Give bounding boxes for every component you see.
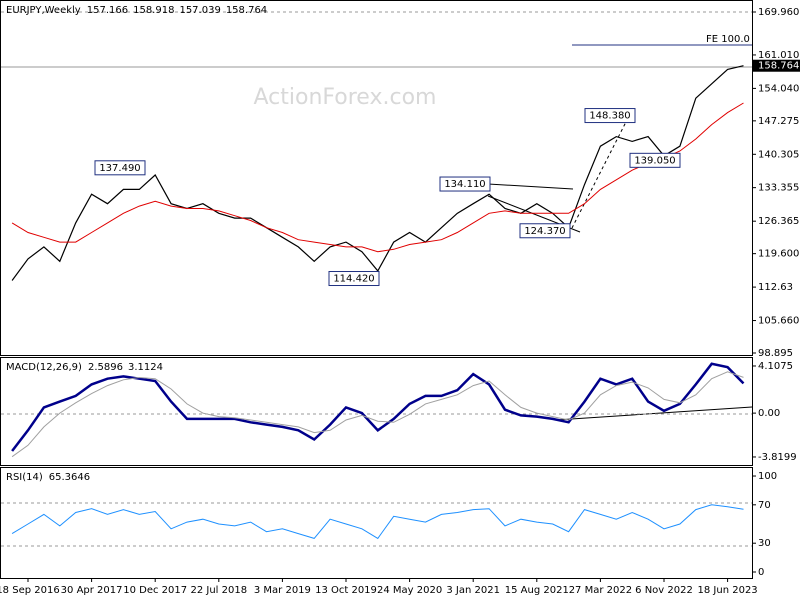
x-tick-label: 27 Mar 2022 <box>569 585 632 596</box>
panel-title: EURJPY,Weekly <box>6 5 81 16</box>
y-tick-label: 161.010 <box>758 50 799 61</box>
annotation-label: 134.110 <box>444 179 485 190</box>
readout-value: 3.1124 <box>128 362 163 373</box>
annotation-box <box>439 176 491 192</box>
x-tick-label: 18 Jun 2023 <box>698 585 758 596</box>
panel-title: RSI(14) <box>6 472 43 483</box>
trend-line <box>487 183 574 190</box>
macd-trend-line <box>555 406 753 421</box>
annotation-box <box>519 223 571 239</box>
series-line <box>11 65 744 281</box>
annotation-label: 124.370 <box>524 226 565 237</box>
x-tick-label: 22 Jul 2018 <box>190 585 247 596</box>
x-tick-label: 24 May 2020 <box>377 585 442 596</box>
y-tick-label: 105.660 <box>758 316 799 327</box>
price-panel <box>0 0 753 356</box>
annotation-label: 148.380 <box>589 111 630 122</box>
watermark: ActionForex.com <box>254 85 437 110</box>
x-tick-label: 3 Jan 2021 <box>446 585 500 596</box>
readout-value: 157.166 <box>87 5 128 16</box>
annotation-label: 139.050 <box>634 155 675 166</box>
annotation-box <box>328 271 380 287</box>
projection-line <box>571 117 629 229</box>
y-tick-label: 119.600 <box>758 249 799 260</box>
readout-value: 157.039 <box>179 5 220 16</box>
last-price-box <box>753 59 800 72</box>
y-tick-label: -3.8199 <box>758 452 797 463</box>
annotation-label: 114.420 <box>333 274 374 285</box>
y-tick-label: 0 <box>758 567 764 578</box>
x-tick-label: 10 Dec 2017 <box>123 585 187 596</box>
x-tick-label: 15 Aug 2021 <box>505 585 569 596</box>
annotation-label: 137.490 <box>99 163 140 174</box>
y-tick-label: 30 <box>758 538 771 549</box>
y-tick-label: 133.355 <box>758 183 799 194</box>
fe-label: FE 100.0 <box>706 34 750 45</box>
plot-layer: 169.960 161.010 154.040 147.275 140.305 133.3… <box>0 5 800 596</box>
y-tick-label: 100 <box>758 471 777 482</box>
x-tick-label: 13 Oct 2019 <box>315 585 377 596</box>
readout-value: 158.764 <box>226 5 267 16</box>
readout-value: 158.918 <box>133 5 174 16</box>
y-tick-label: 126.365 <box>758 216 799 227</box>
readout-value: 65.3646 <box>49 472 90 483</box>
series-line <box>11 102 744 253</box>
x-tick-label: 30 Apr 2017 <box>61 585 123 596</box>
annotation-box <box>629 152 681 168</box>
y-tick-label: 112.63 <box>758 282 793 293</box>
series-line <box>11 371 744 458</box>
last-price-label: 158.764 <box>758 61 799 72</box>
panel-title: MACD(12,26,9) <box>6 362 82 373</box>
x-tick-label: 3 Mar 2019 <box>254 585 311 596</box>
readout-value: 2.5896 <box>88 362 123 373</box>
y-tick-label: 0.00 <box>758 408 780 419</box>
y-tick-label: 169.960 <box>758 7 799 18</box>
x-tick-label: 18 Sep 2016 <box>0 585 60 596</box>
macd-panel <box>0 357 753 466</box>
annotation-box <box>584 108 636 124</box>
y-tick-label: 4.1075 <box>758 361 793 372</box>
x-tick-label: 6 Nov 2022 <box>635 585 693 596</box>
y-tick-label: 98.895 <box>758 348 793 359</box>
y-tick-label: 147.275 <box>758 116 799 127</box>
series-line <box>11 504 744 540</box>
y-tick-label: 70 <box>758 500 771 511</box>
y-tick-label: 140.305 <box>758 149 799 160</box>
y-tick-label: 154.040 <box>758 83 799 94</box>
annotation-box <box>94 160 146 176</box>
rsi-panel <box>0 467 753 579</box>
